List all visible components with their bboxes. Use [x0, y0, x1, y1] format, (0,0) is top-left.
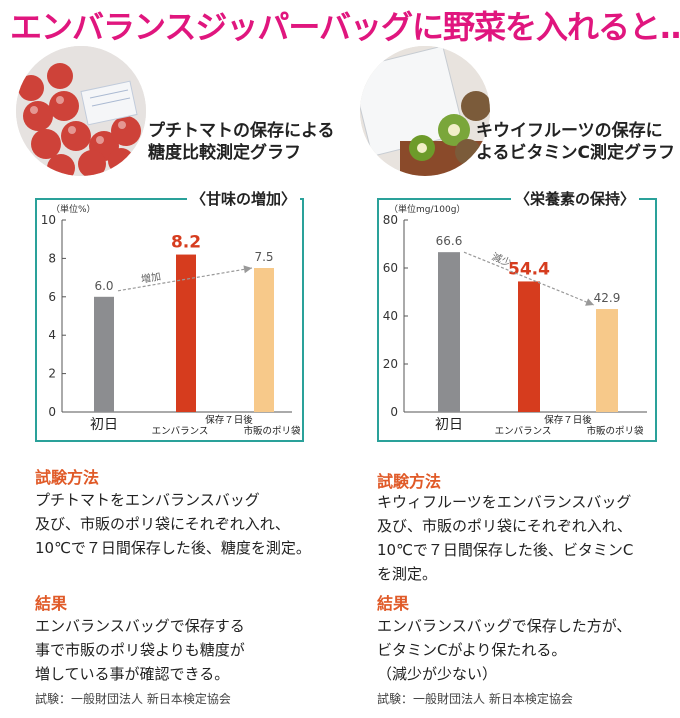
- text-line: エンバランスバッグで保存する: [35, 617, 245, 635]
- right-caption-line2: よるビタミンC測定グラフ: [476, 143, 675, 163]
- y-tick-label: 10: [41, 213, 56, 227]
- y-tick-label: 8: [48, 251, 56, 265]
- y-tick-label: 20: [383, 357, 398, 371]
- right-result-heading: 結果: [377, 594, 410, 613]
- bar: [254, 268, 274, 412]
- right-credit: 試験：一般財団法人 新日本検定協会: [377, 692, 573, 706]
- y-tick-label: 0: [390, 405, 398, 419]
- left-caption-line2: 糖度比較測定グラフ: [148, 143, 301, 163]
- left-result-text: エンバランスバッグで保存する 事で市販のポリ袋よりも糖度が 増している事が確認で…: [35, 614, 245, 686]
- text-line: エンバランスバッグで保存した方が、: [377, 617, 632, 635]
- bar: [94, 296, 114, 412]
- text-line: （減少が少ない）: [377, 665, 498, 683]
- left-caption: プチトマトの保存による 糖度比較測定グラフ: [148, 120, 335, 164]
- trend-arrow: [117, 267, 253, 292]
- y-tick-label: 80: [383, 213, 398, 227]
- text-line: 増している事が確認できる。: [35, 665, 230, 683]
- left-result-heading: 結果: [35, 594, 68, 613]
- y-tick-label: 0: [48, 405, 56, 419]
- right-method-text: キウィフルーツをエンバランスバッグ 及び、市販のポリ袋にそれぞれ入れ、 10℃で…: [377, 490, 633, 586]
- x-tick-label: エンバランス: [152, 426, 209, 437]
- left-caption-line1: プチトマトの保存による: [148, 121, 335, 141]
- data-label: 66.6: [436, 234, 463, 248]
- data-label: 6.0: [94, 279, 113, 293]
- kiwi-photo: [360, 46, 490, 176]
- left-method-heading: 試験方法: [35, 468, 100, 487]
- right-caption: キウイフルーツの保存に よるビタミンC測定グラフ: [476, 120, 675, 164]
- bar: [438, 252, 460, 412]
- trend-arrowhead: [585, 298, 594, 306]
- text-line: 事で市販のポリ袋よりも糖度が: [35, 641, 245, 659]
- vitamin-chart-panel: 〈栄養素の保持〉 （単位mg/100g） 0 20 40 60 80 66.6 54.4 42…: [377, 188, 657, 442]
- sweetness-chart-panel: 〈甘味の増加〉 （単位%） 0 2 4 6 8 10 6.0 8.2 7.5 初日 保存７日後 エンバ…: [35, 188, 304, 442]
- text-line: 10℃で７日間保存した後、糖度を測定。: [35, 539, 311, 557]
- text-line: ビタミンCがより保たれる。: [377, 641, 567, 659]
- left-method-text: プチトマトをエンバランスバッグ 及び、市販のポリ袋にそれぞれ入れ、 10℃で７日…: [35, 488, 311, 560]
- y-tick-label: 60: [383, 261, 398, 275]
- text-line: キウィフルーツをエンバランスバッグ: [377, 493, 632, 511]
- x-tick-label: 初日: [435, 416, 463, 433]
- chart-unit-label: （単位%）: [51, 205, 96, 215]
- text-line: プチトマトをエンバランスバッグ: [35, 491, 260, 509]
- text-line: 及び、市販のポリ袋にそれぞれ入れ、: [377, 517, 632, 535]
- y-tick-label: 40: [383, 309, 398, 323]
- text-line: を測定。: [377, 565, 438, 583]
- bar: [596, 309, 618, 412]
- y-tick-label: 4: [48, 328, 56, 342]
- trend-arrowhead: [243, 265, 252, 274]
- text-line: 10℃で７日間保存した後、ビタミンC: [377, 541, 634, 559]
- trend-annotation: 増加: [140, 270, 162, 286]
- trend-arrow: [463, 251, 595, 306]
- text-line: 及び、市販のポリ袋にそれぞれ入れ、: [35, 515, 290, 533]
- data-label: 7.5: [254, 250, 273, 264]
- chart-title: 〈栄養素の保持〉: [511, 188, 640, 209]
- x-tick-label: 市販のポリ袋: [586, 425, 644, 437]
- left-credit: 試験：一般財団法人 新日本検定協会: [35, 692, 231, 706]
- data-label: 8.2: [171, 233, 201, 253]
- right-method-heading: 試験方法: [377, 472, 442, 491]
- x-tick-label: エンバランス: [495, 426, 552, 437]
- data-label: 54.4: [508, 259, 550, 279]
- tomato-photo: [16, 46, 146, 176]
- page-title: エンバランスジッパーバッグに野菜を入れると…: [10, 8, 680, 46]
- chart-title: 〈甘味の増加〉: [187, 188, 301, 209]
- data-label: 42.9: [594, 291, 621, 305]
- x-group-label: 保存７日後: [205, 414, 253, 426]
- x-tick-label: 初日: [90, 416, 118, 433]
- y-tick-label: 2: [48, 367, 56, 381]
- chart-unit-label: （単位mg/100g）: [389, 205, 466, 215]
- right-caption-line1: キウイフルーツの保存に: [476, 121, 663, 141]
- x-tick-label: 市販のポリ袋: [243, 425, 301, 437]
- right-result-text: エンバランスバッグで保存した方が、 ビタミンCがより保たれる。 （減少が少ない）: [377, 614, 631, 686]
- bar: [518, 281, 540, 412]
- x-group-label: 保存７日後: [544, 414, 592, 426]
- y-tick-label: 6: [48, 290, 56, 304]
- bar: [176, 254, 196, 412]
